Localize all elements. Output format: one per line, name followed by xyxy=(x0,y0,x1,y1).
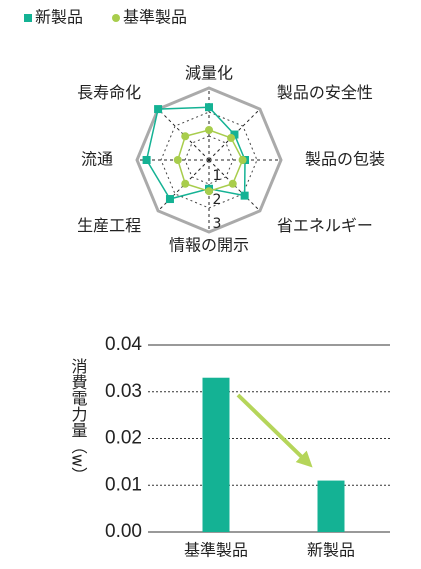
legend-marker xyxy=(112,14,120,22)
bar xyxy=(317,480,345,532)
y-tick-label: 0.02 xyxy=(105,428,142,449)
category-label: 長寿命化 xyxy=(77,83,141,102)
radar-point xyxy=(165,195,174,204)
x-tick-label: 基準製品 xyxy=(184,541,248,560)
category-label: 減量化 xyxy=(185,64,233,83)
y-axis-label: 消費電力量（w） xyxy=(69,358,88,483)
radar-point xyxy=(228,179,237,188)
category-label: 省エネルギー xyxy=(277,216,373,235)
legend-marker xyxy=(24,14,32,22)
category-label: 製品の包装 xyxy=(305,150,385,169)
radar-point xyxy=(227,133,236,142)
radar-point xyxy=(181,132,190,141)
radar-point xyxy=(205,126,213,134)
radar-point xyxy=(240,191,249,200)
radar-point xyxy=(205,187,213,196)
y-tick-label: 0.04 xyxy=(105,334,142,355)
y-tick-label: 0.01 xyxy=(105,474,142,495)
radar-ring xyxy=(135,86,283,234)
y-tick-label: 0.03 xyxy=(105,381,142,402)
bar xyxy=(202,377,230,532)
r-tick-label: 3 xyxy=(213,216,222,232)
radar-point xyxy=(173,156,182,164)
category-label: 流通 xyxy=(81,150,113,169)
radar-point xyxy=(238,156,247,164)
category-label: 製品の安全性 xyxy=(277,83,373,102)
legend-label: 新製品 xyxy=(35,8,83,27)
category-label: 情報の開示 xyxy=(169,236,249,255)
r-tick-label: 1 xyxy=(213,168,222,184)
radar-point xyxy=(142,156,151,164)
legend-label: 基準製品 xyxy=(123,8,187,27)
y-tick-label: 0.00 xyxy=(105,521,142,542)
radar-point xyxy=(230,130,239,139)
r-tick-label: 2 xyxy=(213,192,222,208)
x-tick-label: 新製品 xyxy=(307,541,355,560)
trend-arrow xyxy=(236,393,313,468)
radar-point xyxy=(205,103,213,112)
category-label: 生産工程 xyxy=(77,216,141,235)
radar-point xyxy=(154,105,163,114)
radar-point xyxy=(181,179,190,188)
